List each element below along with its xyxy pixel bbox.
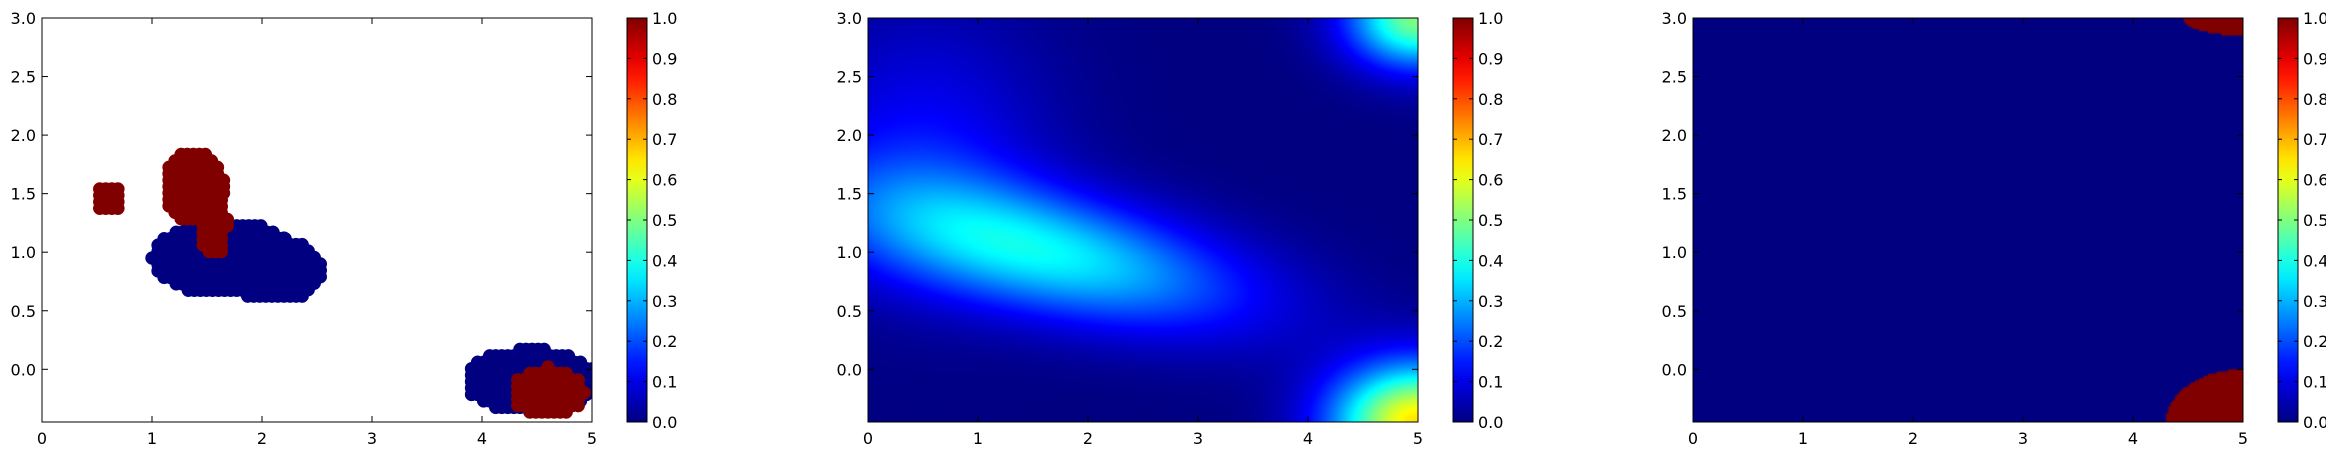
y-tick-label: 0.0 <box>1662 360 1687 379</box>
plot-area <box>868 18 1418 422</box>
colorbar: 0.0 0.1 0.2 0.3 0.4 0.5 0.6 0.7 0.8 0.9 1.0 <box>626 9 677 432</box>
colorbar-tick-label: 0.1 <box>1478 373 1503 392</box>
panel-middle: 0 1 2 3 4 50.00.51.01.52.02.53.00.00.10.20.30… <box>837 9 1504 448</box>
colorbar-tick-label: 0.0 <box>652 413 677 432</box>
colorbar-tick-label: 0.4 <box>1478 251 1503 270</box>
colorbar-tick-label: 1.0 <box>652 9 677 28</box>
y-tick-label: 2.0 <box>11 126 36 145</box>
axes-frame <box>867 17 1419 423</box>
x-tick-label: 4 <box>2128 429 2138 448</box>
plot-area <box>1693 18 2243 422</box>
colorbar-tick-label: 0.0 <box>1478 413 1503 432</box>
colorbar-tick-label: 0.8 <box>652 90 677 109</box>
x-tick-label: 2 <box>257 429 267 448</box>
y-tick-label: 0.0 <box>837 360 862 379</box>
y-tick-label: 2.5 <box>1662 68 1687 87</box>
colorbar-tick-label: 0.7 <box>652 130 677 149</box>
axes-frame <box>1692 17 2244 423</box>
colorbar-tick-label: 0.7 <box>1478 130 1503 149</box>
x-tick-label: 5 <box>1413 429 1423 448</box>
y-tick-label: 1.5 <box>837 185 862 204</box>
y-tick-label: 3.0 <box>11 9 36 28</box>
y-tick-label: 1.0 <box>837 243 862 262</box>
x-tick-label: 1 <box>147 429 157 448</box>
data-point <box>214 193 229 207</box>
data-point <box>111 182 125 196</box>
y-tick-label: 0.5 <box>1662 302 1687 321</box>
y-tick-label: 1.5 <box>11 185 36 204</box>
colorbar-tick-label: 0.8 <box>1478 90 1503 109</box>
colorbar: 0.0 0.1 0.2 0.3 0.4 0.5 0.6 0.7 0.8 0.9 1.0 <box>2277 9 2326 432</box>
colorbar-tick-label: 0.5 <box>1478 211 1503 230</box>
data-point <box>585 361 592 376</box>
colorbar-tick-label: 0.3 <box>652 292 677 311</box>
colorbar-tick-label: 0.9 <box>652 49 677 68</box>
colorbar-tick-label: 0.4 <box>2303 251 2326 270</box>
heatmap-image <box>868 18 1418 422</box>
colorbar-tick-label: 0.2 <box>652 332 677 351</box>
x-tick-label: 3 <box>1193 429 1203 448</box>
x-tick-label: 0 <box>37 429 47 448</box>
y-tick-label: 2.5 <box>837 68 862 87</box>
colorbar-tick-label: 1.0 <box>1478 9 1503 28</box>
data-point <box>210 160 225 175</box>
y-tick-label: 1.0 <box>11 243 36 262</box>
colorbar-tick-label: 0.1 <box>2303 373 2326 392</box>
data-point <box>220 212 235 227</box>
y-tick-label: 0.5 <box>837 302 862 321</box>
x-tick-label: 4 <box>477 429 487 448</box>
panel-left: 0 1 2 3 4 50.00.51.01.52.02.53.00.00.10.20.30… <box>11 9 678 448</box>
heatmap-image <box>1693 18 2243 422</box>
data-point <box>216 173 231 187</box>
y-tick-label: 2.0 <box>837 126 862 145</box>
x-tick-label: 0 <box>1688 429 1698 448</box>
colorbar-tick-label: 0.7 <box>2303 130 2326 149</box>
plot-area <box>42 18 592 422</box>
x-tick-label: 5 <box>2238 429 2248 448</box>
colorbar-tick-label: 0.8 <box>2303 90 2326 109</box>
y-tick-label: 1.0 <box>1662 243 1687 262</box>
x-tick-label: 1 <box>973 429 983 448</box>
data-point <box>577 385 592 400</box>
x-tick-label: 5 <box>587 429 597 448</box>
colorbar-tick-label: 0.4 <box>652 251 677 270</box>
x-tick-label: 4 <box>1303 429 1313 448</box>
x-tick-label: 1 <box>1798 429 1808 448</box>
colorbar-tick-label: 0.3 <box>1478 292 1503 311</box>
axes-frame <box>41 17 593 423</box>
colorbar-tick-label: 1.0 <box>2303 9 2326 28</box>
colorbar-tick-label: 0.6 <box>2303 171 2326 190</box>
colorbar-tick-label: 0.2 <box>2303 332 2326 351</box>
colorbar-tick-label: 0.9 <box>2303 49 2326 68</box>
colorbar-tick-label: 0.1 <box>652 373 677 392</box>
colorbar: 0.0 0.1 0.2 0.3 0.4 0.5 0.6 0.7 0.8 0.9 1.0 <box>1452 9 1503 432</box>
y-tick-label: 3.0 <box>1662 9 1687 28</box>
y-tick-label: 1.5 <box>1662 185 1687 204</box>
x-tick-label: 2 <box>1908 429 1918 448</box>
colorbar-tick-label: 0.0 <box>2303 413 2326 432</box>
y-tick-label: 2.5 <box>11 68 36 87</box>
y-tick-label: 0.0 <box>11 360 36 379</box>
x-tick-label: 3 <box>2018 429 2028 448</box>
data-point <box>313 257 328 271</box>
colorbar-tick-label: 0.6 <box>1478 171 1503 190</box>
colorbar-tick-label: 0.3 <box>2303 292 2326 311</box>
x-tick-label: 3 <box>367 429 377 448</box>
colorbar-tick-label: 0.5 <box>652 211 677 230</box>
colorbar-tick-label: 0.5 <box>2303 211 2326 230</box>
colorbar-tick-label: 0.6 <box>652 171 677 190</box>
x-tick-label: 2 <box>1083 429 1093 448</box>
x-tick-label: 0 <box>863 429 873 448</box>
data-point <box>571 373 585 387</box>
y-tick-label: 2.0 <box>1662 126 1687 145</box>
colorbar-tick-label: 0.2 <box>1478 332 1503 351</box>
y-tick-label: 3.0 <box>837 9 862 28</box>
y-tick-label: 0.5 <box>11 302 36 321</box>
panel-right: 0 1 2 3 4 50.00.51.01.52.02.53.00.00.10.20.30… <box>1662 9 2326 448</box>
colorbar-tick-label: 0.9 <box>1478 49 1503 68</box>
